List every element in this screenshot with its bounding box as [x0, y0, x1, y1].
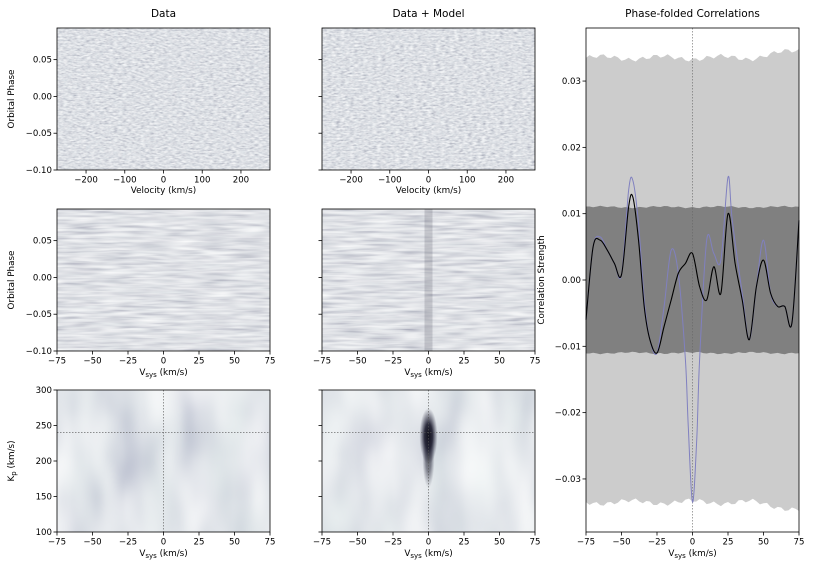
- phase-folded-correlations-ytick-label: −0.02: [555, 409, 581, 419]
- data-phase-velocity-xtick-label: 0: [161, 176, 166, 186]
- data-phase-vsys-heatmap: [57, 209, 270, 351]
- data-phase-vsys-xtick-label: 0: [161, 357, 166, 367]
- data-kp-vsys-ytick-label: 200: [36, 457, 52, 467]
- datamodel-kp-vsys-xtick-label: −75: [313, 538, 331, 548]
- data-phase-vsys-xtick-label: −75: [48, 357, 66, 367]
- phase-folded-correlations-xtick-label: 0: [690, 538, 695, 548]
- datamodel-phase-velocity-xtick-label: 200: [498, 176, 514, 186]
- datamodel-phase-vsys-trail: [424, 209, 433, 351]
- data-phase-velocity-heatmap: [57, 28, 270, 170]
- data-phase-velocity-ylabel: Orbital Phase: [7, 70, 17, 129]
- datamodel-phase-vsys-xtick-label: 0: [426, 357, 431, 367]
- data-phase-velocity-xtick-label: −200: [74, 176, 98, 186]
- data-kp-vsys-xtick-label: 50: [229, 538, 240, 548]
- data-phase-vsys-ytick-label: −0.05: [26, 310, 52, 320]
- phase-folded-correlations-ytick-label: 0.03: [562, 77, 581, 87]
- datamodel-phase-vsys-xtick-label: 50: [494, 357, 505, 367]
- data-phase-velocity-ytick-label: −0.05: [26, 129, 52, 139]
- datamodel-phase-velocity-xtick-label: 100: [459, 176, 475, 186]
- data-kp-vsys-xtick-label: −50: [83, 538, 101, 548]
- data-phase-velocity-title: Data: [151, 8, 176, 20]
- phase-folded-correlations-ytick-label: 0.01: [562, 210, 581, 220]
- data-kp-vsys-ylabel: Kp (km/s): [7, 440, 18, 481]
- data-phase-vsys-ylabel-group: Orbital Phase: [7, 251, 17, 310]
- data-phase-velocity-xtick-label: 100: [194, 176, 210, 186]
- phase-folded-correlations-xtick-label: 50: [758, 538, 769, 548]
- datamodel-kp-vsys-xtick-label: −50: [348, 538, 366, 548]
- datamodel-phase-vsys-xtick-label: 25: [459, 357, 470, 367]
- datamodel-kp-vsys-xtick-label: −25: [384, 538, 402, 548]
- data-phase-velocity-xtick-label: −100: [113, 176, 137, 186]
- data-phase-velocity-ylabel-group: Orbital Phase: [7, 70, 17, 129]
- datamodel-kp-vsys-xtick-label: 25: [459, 538, 470, 548]
- datamodel-phase-vsys-xtick-label: −25: [384, 357, 402, 367]
- correlation-ylabel-group: Correlation Strength: [537, 235, 547, 324]
- data-phase-vsys-ytick-label: 0.00: [33, 273, 52, 283]
- data-phase-velocity-ytick-label: −0.10: [26, 166, 52, 176]
- data-kp-vsys-xtick-label: 25: [194, 538, 205, 548]
- correlation-ylabel: Correlation Strength: [537, 235, 547, 324]
- data-phase-vsys-xtick-label: 25: [194, 357, 205, 367]
- phase-folded-correlations-xtick-label: −25: [648, 538, 666, 548]
- datamodel-phase-velocity-xtick-label: −200: [339, 176, 363, 186]
- datamodel-phase-velocity-xlabel: Velocity (km/s): [396, 186, 461, 196]
- datamodel-phase-vsys-xtick-label: 75: [530, 357, 541, 367]
- data-kp-vsys-ytick-label: 300: [36, 386, 52, 396]
- datamodel-phase-vsys-xtick-label: −50: [348, 357, 366, 367]
- datamodel-kp-vsys-xlabel: Vsys (km/s): [404, 549, 452, 560]
- data-phase-vsys-xtick-label: −50: [83, 357, 101, 367]
- data-phase-velocity-ytick-label: 0.00: [33, 92, 52, 102]
- data-kp-vsys-ytick-label: 250: [36, 422, 52, 432]
- data-phase-vsys-xtick-label: 75: [265, 357, 276, 367]
- phase-folded-correlations-xtick-label: 25: [723, 538, 734, 548]
- phase-folded-correlations-xtick-label: −50: [612, 538, 630, 548]
- datamodel-phase-velocity-xtick-label: −100: [378, 176, 402, 186]
- data-phase-vsys-xlabel: Vsys (km/s): [139, 368, 187, 379]
- datamodel-phase-vsys-xlabel: Vsys (km/s): [404, 368, 452, 379]
- data-kp-vsys-ytick-label: 100: [36, 528, 52, 538]
- data-phase-vsys-ytick-label: 0.05: [33, 237, 52, 247]
- data-kp-vsys-xtick-label: −75: [48, 538, 66, 548]
- phase-folded-correlations-xtick-label: 75: [794, 538, 805, 548]
- data-kp-vsys-xtick-label: −25: [119, 538, 137, 548]
- data-phase-vsys-ylabel: Orbital Phase: [7, 251, 17, 310]
- datamodel-phase-velocity-title: Data + Model: [392, 8, 464, 20]
- datamodel-phase-velocity-xtick-label: 0: [426, 176, 431, 186]
- data-kp-vsys-xtick-label: 75: [265, 538, 276, 548]
- data-kp-vsys-xtick-label: 0: [161, 538, 166, 548]
- data-phase-vsys-ytick-label: −0.10: [26, 347, 52, 357]
- datamodel-kp-vsys-signal-tail: [422, 428, 435, 489]
- data-kp-vsys-ylabel-group: Kp (km/s): [7, 440, 18, 481]
- data-phase-vsys-xtick-label: −25: [119, 357, 137, 367]
- datamodel-phase-velocity-heatmap: [322, 28, 535, 170]
- data-kp-vsys-ytick-label: 150: [36, 493, 52, 503]
- datamodel-phase-vsys-heatmap: [322, 209, 535, 351]
- datamodel-kp-vsys-xtick-label: 75: [530, 538, 541, 548]
- data-phase-velocity-xlabel: Velocity (km/s): [131, 186, 196, 196]
- correlation-title: Phase-folded Correlations: [625, 8, 760, 20]
- phase-folded-correlations-ytick-label: −0.03: [555, 475, 581, 485]
- data-phase-velocity-ytick-label: 0.05: [33, 56, 52, 66]
- datamodel-kp-vsys-xtick-label: 50: [494, 538, 505, 548]
- data-kp-vsys-xlabel: Vsys (km/s): [139, 549, 187, 560]
- series-model-line: [585, 175, 800, 503]
- datamodel-kp-vsys-xtick-label: 0: [426, 538, 431, 548]
- phase-folded-correlations-ytick-label: 0.00: [562, 276, 581, 286]
- phase-folded-correlations-xtick-label: −75: [577, 538, 595, 548]
- data-phase-vsys-xtick-label: 50: [229, 357, 240, 367]
- phase-folded-correlations-ytick-label: 0.02: [562, 143, 581, 153]
- phase-folded-correlations-ytick-label: −0.01: [555, 342, 581, 352]
- data-phase-velocity-xtick-label: 200: [233, 176, 249, 186]
- datamodel-phase-vsys-xtick-label: −75: [313, 357, 331, 367]
- correlation-xlabel: Vsys (km/s): [668, 549, 716, 560]
- series-data-line: [585, 193, 800, 354]
